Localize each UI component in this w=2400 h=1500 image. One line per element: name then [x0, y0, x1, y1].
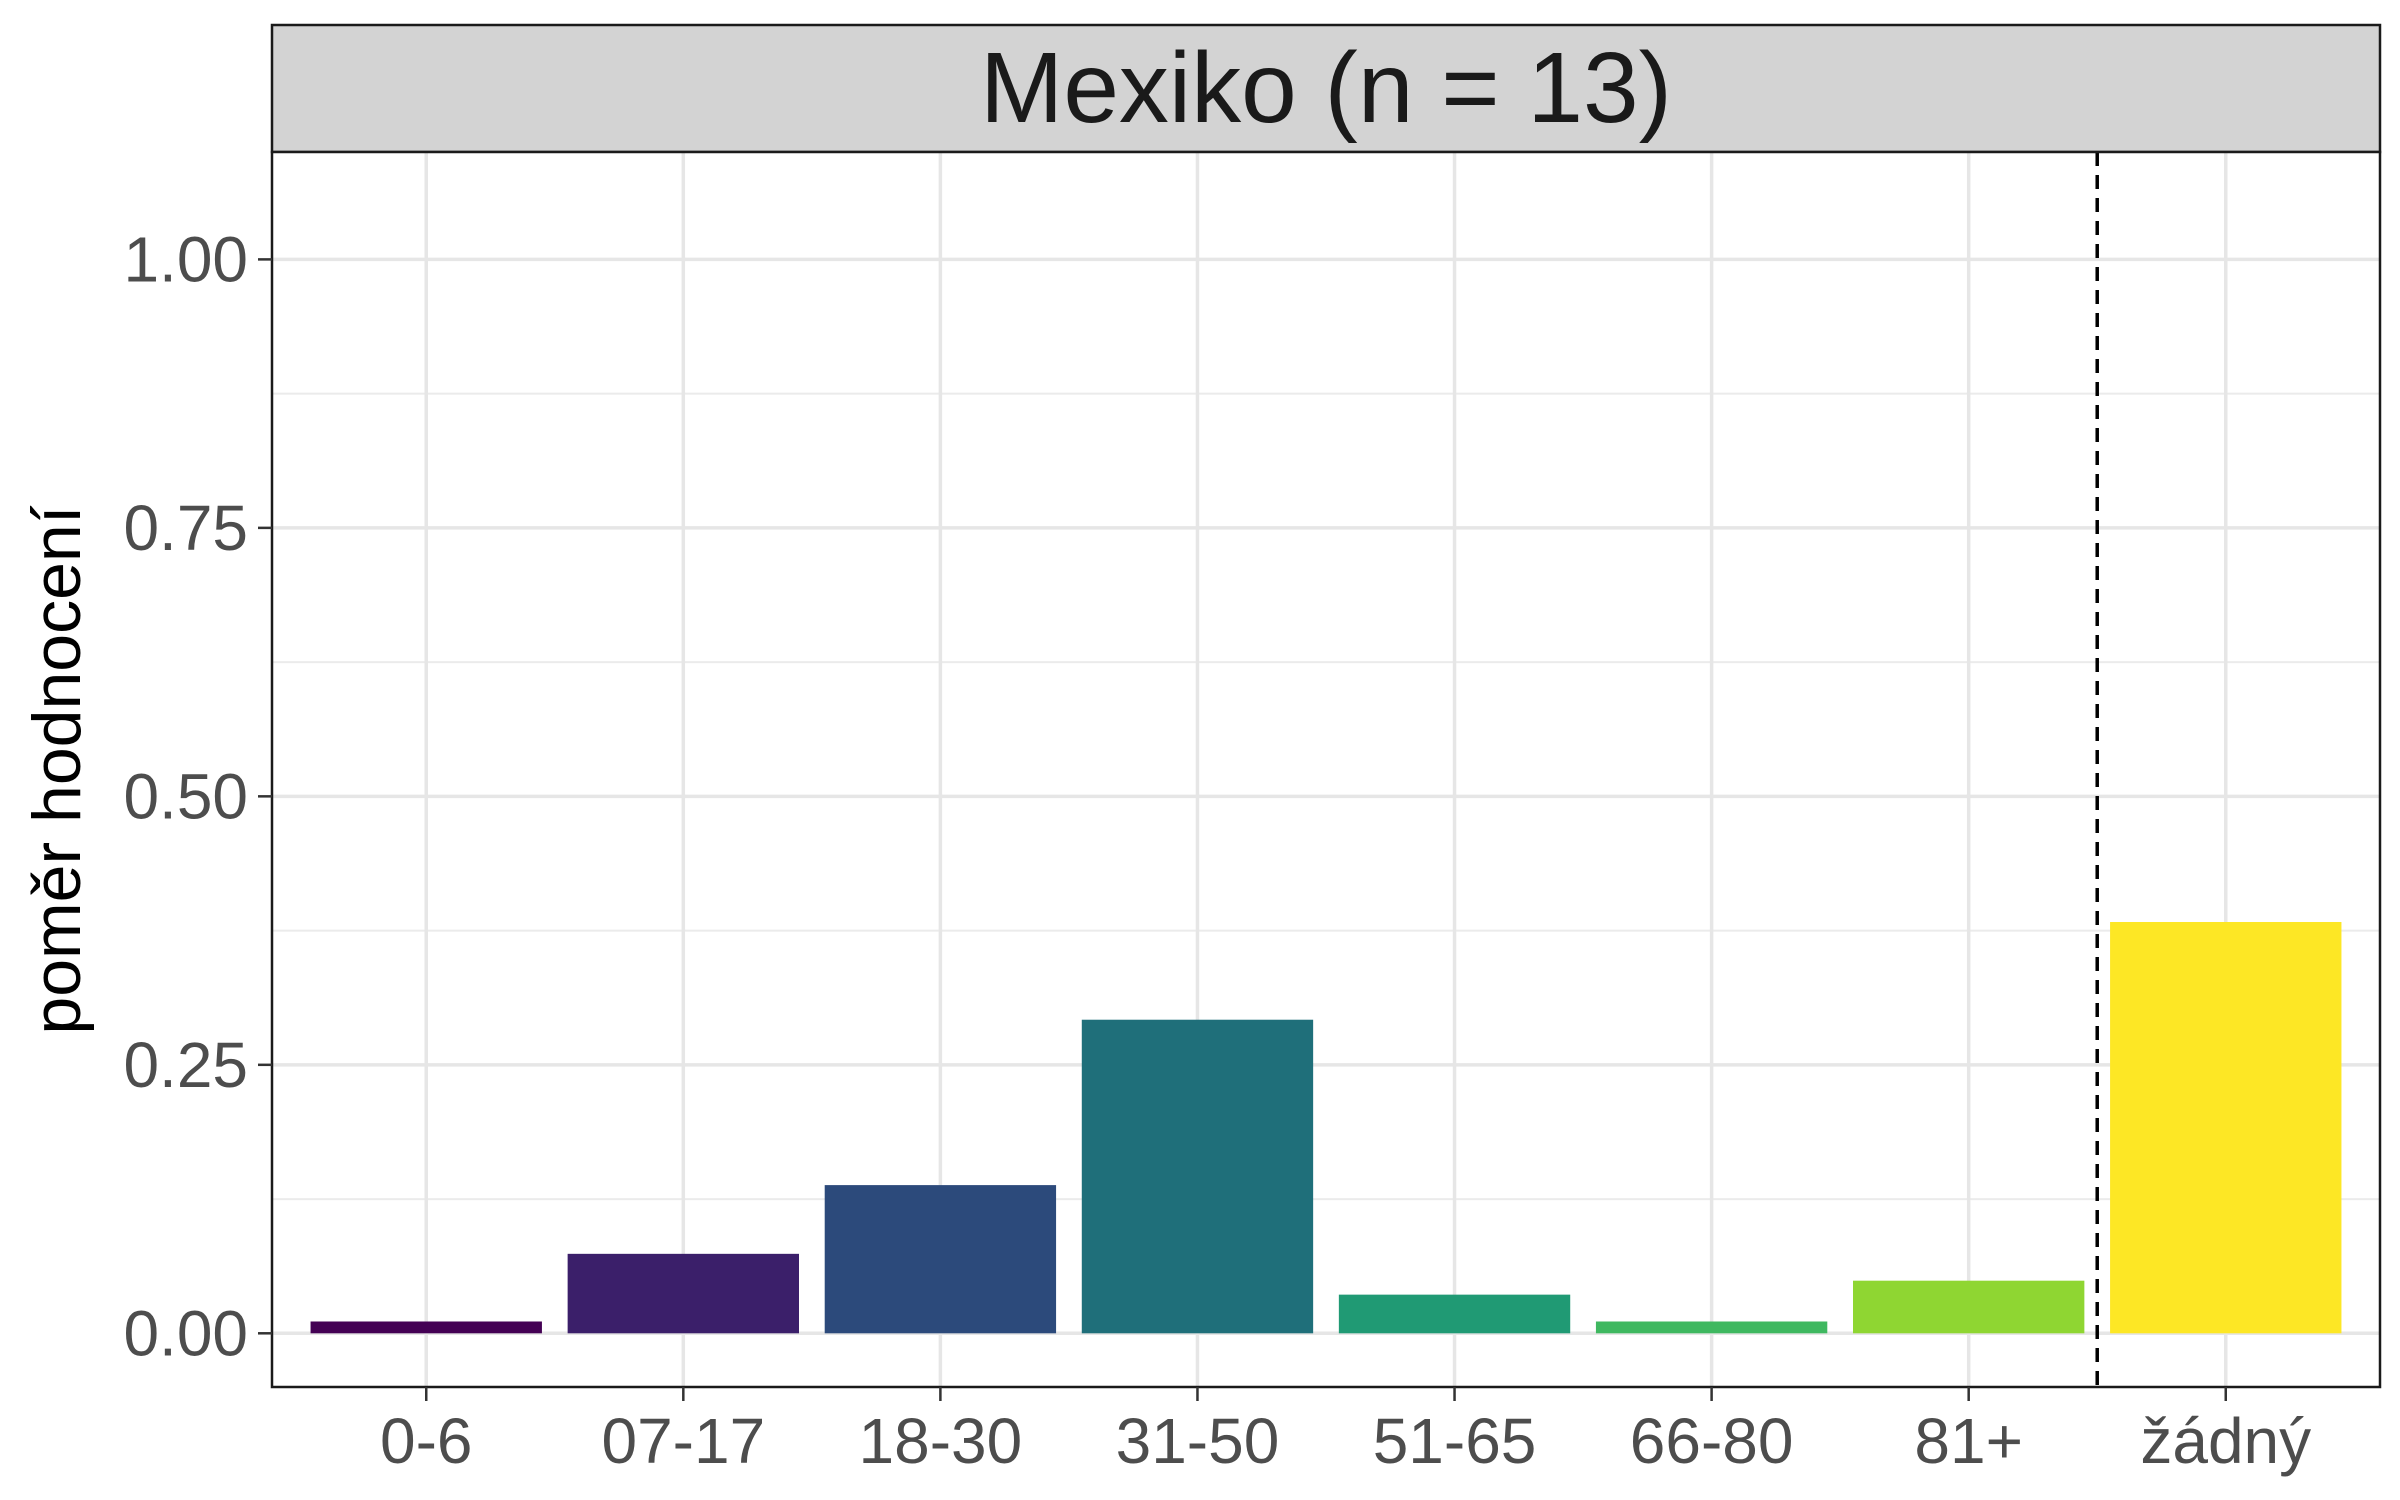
chart-title: Mexiko (n = 13) [980, 32, 1672, 144]
plot-panel [272, 152, 2380, 1387]
y-axis-title: poměr hodnocení [19, 505, 95, 1034]
y-tick-label: 0.25 [123, 1029, 248, 1101]
y-tick-label: 1.00 [123, 223, 248, 295]
x-tick-label: žádný [2140, 1405, 2311, 1477]
y-axis: 0.00 0.25 0.50 0.75 1.00 [123, 223, 272, 1369]
plot-border [270, 150, 2382, 1389]
x-tick-label: 31-50 [1116, 1405, 1280, 1477]
y-tick-label: 0.75 [123, 492, 248, 564]
bar-18-30 [824, 1185, 1057, 1334]
x-tick-label: 18-30 [859, 1405, 1023, 1477]
bar-81+ [1853, 1280, 2085, 1334]
minor-grid [272, 392, 2380, 1201]
x-tick-label: 66-80 [1630, 1405, 1794, 1477]
x-tick-label: 81+ [1914, 1405, 2023, 1477]
bars [310, 921, 2342, 1334]
bar-07-17 [567, 1253, 799, 1334]
y-tick-label: 0.00 [123, 1297, 248, 1369]
bar-žádný [2110, 921, 2342, 1334]
y-tick-label: 0.50 [123, 760, 248, 832]
bar-31-50 [1081, 1019, 1314, 1334]
facet-strip [270, 23, 2382, 154]
x-tick-label: 51-65 [1373, 1405, 1537, 1477]
x-axis: 0-6 07-17 18-30 31-50 51-65 66-80 81+ žádný [380, 1387, 2311, 1477]
bar-0-6 [310, 1321, 542, 1334]
major-grid [272, 152, 2380, 1387]
x-tick-label: 07-17 [601, 1405, 765, 1477]
bar-66-80 [1595, 1321, 1828, 1334]
x-tick-label: 0-6 [380, 1405, 473, 1477]
bar-51-65 [1338, 1294, 1571, 1334]
